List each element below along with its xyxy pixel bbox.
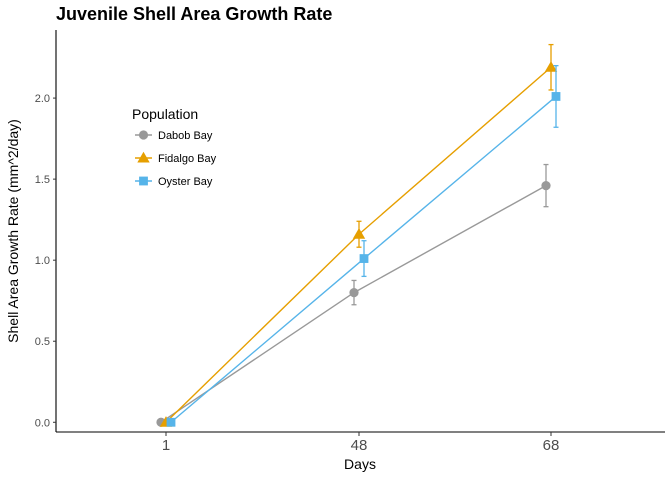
x-tick-label: 48 — [351, 437, 368, 454]
legend-label: Dabob Bay — [158, 130, 213, 142]
legend-label: Fidalgo Bay — [158, 153, 217, 165]
series-layer — [156, 43, 561, 427]
x-axis-title: Days — [344, 456, 376, 472]
y-axis-title: Shell Area Growth Rate (mm^2/day) — [5, 119, 21, 343]
chart-title: Juvenile Shell Area Growth Rate — [56, 4, 332, 24]
x-tick-label: 1 — [162, 437, 170, 454]
y-tick-label: 0.5 — [35, 336, 50, 348]
plot-area: 0.0 0.5 1.0 1.5 2.0 1 48 68 — [35, 30, 665, 454]
legend-title: Population — [132, 106, 198, 122]
legend-key-marker — [138, 130, 149, 140]
data-point — [349, 287, 359, 298]
x-tick-label: 68 — [543, 437, 560, 454]
y-ticks: 0.0 0.5 1.0 1.5 2.0 — [35, 93, 56, 429]
series-oyster-bay — [166, 65, 561, 427]
data-point — [352, 228, 366, 239]
y-tick-label: 1.0 — [35, 255, 50, 267]
legend-key-marker — [137, 151, 150, 163]
legend-label: Oyster Bay — [158, 176, 213, 188]
data-point — [166, 417, 176, 427]
data-point — [544, 61, 558, 72]
y-tick-label: 0.0 — [35, 417, 50, 429]
series-dabob-bay — [156, 163, 551, 427]
y-tick-label: 2.0 — [35, 93, 50, 105]
series-fidalgo-bay — [159, 43, 558, 427]
data-point — [551, 92, 561, 101]
data-point — [541, 181, 551, 191]
x-ticks: 1 48 68 — [162, 432, 560, 454]
legend: Population Dabob Bay Fidalgo Bay Oyster Ba… — [132, 106, 217, 188]
legend-key-marker — [139, 176, 148, 186]
data-point — [359, 254, 369, 263]
y-tick-label: 1.5 — [35, 174, 50, 186]
